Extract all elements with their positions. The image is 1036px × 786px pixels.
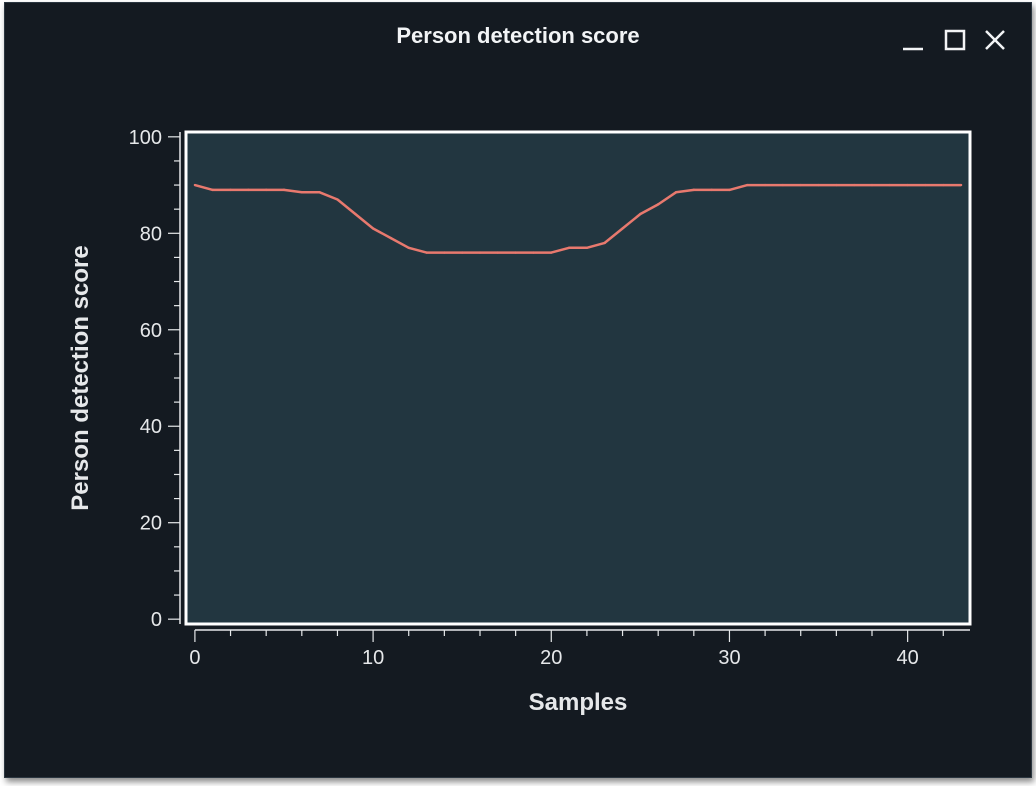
maximize-icon bbox=[944, 29, 966, 51]
x-tick-label: 0 bbox=[189, 647, 200, 669]
data-point bbox=[674, 191, 678, 194]
data-point bbox=[799, 183, 802, 187]
data-point bbox=[924, 183, 927, 187]
data-point bbox=[371, 227, 375, 230]
data-point bbox=[728, 188, 731, 192]
data-point bbox=[443, 251, 446, 254]
data-point bbox=[336, 198, 339, 201]
y-tick-label: 100 bbox=[129, 127, 162, 149]
data-point bbox=[763, 183, 767, 187]
data-point bbox=[710, 188, 713, 192]
x-tick-label: 10 bbox=[362, 647, 384, 669]
y-tick-label: 80 bbox=[140, 223, 162, 245]
minimize-icon bbox=[903, 47, 923, 51]
data-point bbox=[639, 212, 642, 216]
data-point bbox=[354, 212, 357, 216]
close-icon bbox=[985, 30, 1005, 50]
data-point bbox=[532, 251, 535, 254]
data-point bbox=[282, 188, 286, 192]
axes: 0 20 40 60 80 100 0 10 20 30 40 bbox=[129, 127, 972, 669]
x-tick-label: 20 bbox=[540, 647, 562, 669]
data-point bbox=[389, 236, 393, 240]
data-point bbox=[425, 251, 428, 254]
data-point bbox=[460, 251, 464, 254]
window-title: Person detection score bbox=[396, 23, 640, 48]
series-layer bbox=[193, 183, 963, 254]
data-point bbox=[746, 183, 749, 187]
x-tick-label: 30 bbox=[718, 647, 740, 669]
data-point bbox=[817, 183, 820, 187]
data-point bbox=[550, 251, 553, 254]
data-point bbox=[621, 227, 624, 230]
plot-area bbox=[184, 130, 972, 626]
minimize-button[interactable] bbox=[899, 27, 927, 55]
x-axis-label: Samples bbox=[529, 689, 628, 716]
data-point bbox=[603, 241, 606, 245]
data-point bbox=[870, 183, 874, 187]
data-point bbox=[514, 251, 517, 254]
x-tick-label: 40 bbox=[897, 647, 919, 669]
data-point bbox=[835, 183, 838, 187]
data-point bbox=[781, 183, 785, 187]
series-line bbox=[194, 183, 962, 254]
maximize-button[interactable] bbox=[941, 27, 969, 55]
data-point bbox=[300, 191, 304, 194]
data-point bbox=[906, 183, 909, 187]
y-axis-label: Person detection score bbox=[67, 245, 94, 510]
data-point bbox=[211, 188, 214, 192]
close-button[interactable] bbox=[981, 27, 1009, 55]
data-point bbox=[656, 203, 660, 206]
data-point bbox=[478, 251, 482, 254]
data-point bbox=[407, 246, 410, 249]
data-point bbox=[888, 183, 892, 187]
data-point bbox=[318, 191, 321, 194]
data-point bbox=[496, 251, 500, 254]
data-point bbox=[264, 188, 268, 192]
data-point bbox=[585, 246, 589, 249]
data-point bbox=[942, 183, 945, 187]
y-tick-label: 0 bbox=[151, 609, 162, 631]
y-tick-label: 60 bbox=[140, 320, 162, 342]
y-tick-label: 40 bbox=[140, 416, 162, 438]
data-point bbox=[567, 246, 571, 249]
y-tick-label: 20 bbox=[140, 513, 162, 535]
data-point bbox=[229, 188, 232, 192]
data-point bbox=[852, 183, 856, 187]
data-point bbox=[247, 188, 250, 192]
data-point bbox=[959, 183, 963, 187]
data-point bbox=[692, 188, 696, 192]
data-point bbox=[193, 183, 197, 187]
